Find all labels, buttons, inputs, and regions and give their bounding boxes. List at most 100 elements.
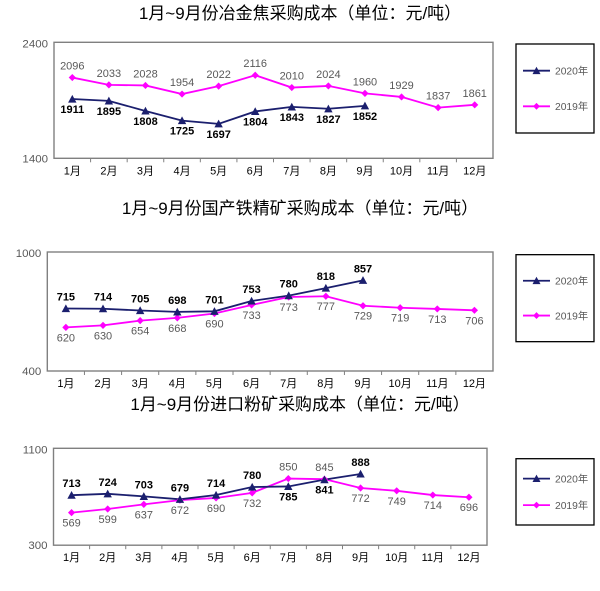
svg-text:715: 715 (57, 292, 75, 304)
svg-text:2020年: 2020年 (555, 275, 588, 288)
svg-text:2019年: 2019年 (555, 100, 588, 113)
svg-text:12月: 12月 (457, 552, 480, 564)
svg-text:888: 888 (351, 457, 369, 469)
svg-text:1837: 1837 (426, 91, 450, 103)
svg-text:690: 690 (207, 503, 225, 515)
svg-text:1804: 1804 (243, 116, 268, 128)
svg-text:698: 698 (168, 295, 186, 307)
svg-text:749: 749 (388, 495, 406, 507)
svg-text:2033: 2033 (97, 68, 121, 80)
svg-text:714: 714 (424, 500, 442, 512)
svg-text:2022: 2022 (206, 69, 230, 81)
svg-text:9月: 9月 (356, 165, 373, 177)
svg-text:2028: 2028 (133, 68, 157, 80)
svg-text:11月: 11月 (422, 552, 444, 564)
svg-text:1月: 1月 (57, 378, 74, 390)
svg-text:9月: 9月 (352, 552, 369, 564)
svg-text:654: 654 (131, 326, 149, 338)
svg-text:1月~9月份进口粉矿采购成本（单位：元/吨）: 1月~9月份进口粉矿采购成本（单位：元/吨） (130, 395, 469, 414)
svg-text:12月: 12月 (463, 165, 486, 177)
svg-text:10月: 10月 (385, 552, 408, 564)
svg-text:6月: 6月 (243, 378, 260, 390)
svg-text:2096: 2096 (60, 61, 84, 73)
svg-text:714: 714 (94, 292, 113, 304)
svg-text:703: 703 (135, 479, 153, 491)
svg-text:706: 706 (465, 316, 483, 328)
svg-text:5月: 5月 (206, 378, 223, 390)
svg-text:1852: 1852 (353, 111, 377, 123)
svg-text:696: 696 (460, 502, 478, 514)
svg-text:1697: 1697 (206, 129, 230, 141)
svg-text:1954: 1954 (170, 77, 194, 89)
svg-text:729: 729 (354, 311, 372, 323)
svg-text:2月: 2月 (99, 552, 116, 564)
svg-text:2020年: 2020年 (555, 64, 588, 77)
svg-text:12月: 12月 (463, 378, 486, 390)
svg-text:701: 701 (205, 295, 223, 307)
svg-text:637: 637 (135, 509, 153, 521)
svg-text:679: 679 (171, 482, 189, 494)
svg-text:818: 818 (317, 271, 335, 283)
svg-text:7月: 7月 (280, 378, 297, 390)
svg-text:11月: 11月 (426, 378, 448, 390)
svg-text:2400: 2400 (22, 38, 48, 50)
svg-text:10月: 10月 (389, 378, 412, 390)
svg-text:1911: 1911 (60, 104, 84, 116)
svg-text:8月: 8月 (316, 552, 333, 564)
svg-text:9月: 9月 (354, 378, 371, 390)
svg-text:713: 713 (428, 314, 446, 326)
svg-text:841: 841 (315, 484, 333, 496)
svg-text:400: 400 (22, 366, 41, 378)
svg-text:7月: 7月 (283, 165, 300, 177)
svg-text:1895: 1895 (97, 106, 121, 118)
svg-text:850: 850 (279, 461, 297, 473)
svg-text:785: 785 (279, 491, 297, 503)
svg-text:4月: 4月 (171, 552, 188, 564)
svg-text:7月: 7月 (280, 552, 297, 564)
svg-text:2020年: 2020年 (555, 472, 588, 485)
svg-text:4月: 4月 (169, 378, 186, 390)
svg-text:1861: 1861 (462, 88, 486, 100)
svg-text:780: 780 (280, 279, 298, 291)
svg-text:5月: 5月 (208, 552, 225, 564)
svg-text:4月: 4月 (173, 165, 190, 177)
svg-text:10月: 10月 (390, 165, 413, 177)
svg-text:2024: 2024 (316, 69, 340, 81)
svg-text:1月: 1月 (64, 165, 81, 177)
svg-text:705: 705 (131, 294, 149, 306)
svg-text:777: 777 (317, 302, 335, 314)
svg-text:714: 714 (207, 478, 226, 490)
svg-text:1960: 1960 (353, 76, 377, 88)
svg-text:780: 780 (243, 470, 261, 482)
svg-text:2019年: 2019年 (555, 499, 588, 512)
svg-text:3月: 3月 (137, 165, 154, 177)
svg-text:11月: 11月 (427, 165, 449, 177)
svg-text:2月: 2月 (94, 378, 111, 390)
svg-text:1100: 1100 (23, 444, 48, 456)
svg-text:713: 713 (62, 478, 80, 490)
svg-text:620: 620 (57, 333, 75, 345)
svg-text:2116: 2116 (243, 58, 267, 70)
svg-text:2月: 2月 (100, 165, 117, 177)
svg-text:1808: 1808 (133, 116, 157, 128)
svg-text:1月: 1月 (63, 552, 80, 564)
svg-text:8月: 8月 (320, 165, 337, 177)
svg-text:5月: 5月 (210, 165, 227, 177)
svg-text:772: 772 (351, 493, 369, 505)
svg-text:668: 668 (168, 323, 186, 335)
svg-text:1400: 1400 (22, 153, 48, 165)
svg-text:1月~9月份冶金焦采购成本（单位：元/吨）: 1月~9月份冶金焦采购成本（单位：元/吨） (139, 4, 461, 23)
svg-text:690: 690 (205, 319, 223, 331)
svg-text:599: 599 (99, 514, 117, 526)
svg-text:719: 719 (391, 313, 409, 325)
svg-text:732: 732 (243, 498, 261, 510)
svg-text:845: 845 (315, 462, 333, 474)
svg-text:2010: 2010 (280, 71, 304, 83)
svg-text:753: 753 (242, 284, 260, 296)
svg-text:569: 569 (62, 517, 80, 529)
svg-text:1725: 1725 (170, 126, 194, 138)
svg-text:300: 300 (28, 540, 47, 552)
svg-text:672: 672 (171, 505, 189, 517)
svg-text:3月: 3月 (135, 552, 152, 564)
svg-text:857: 857 (354, 264, 372, 276)
